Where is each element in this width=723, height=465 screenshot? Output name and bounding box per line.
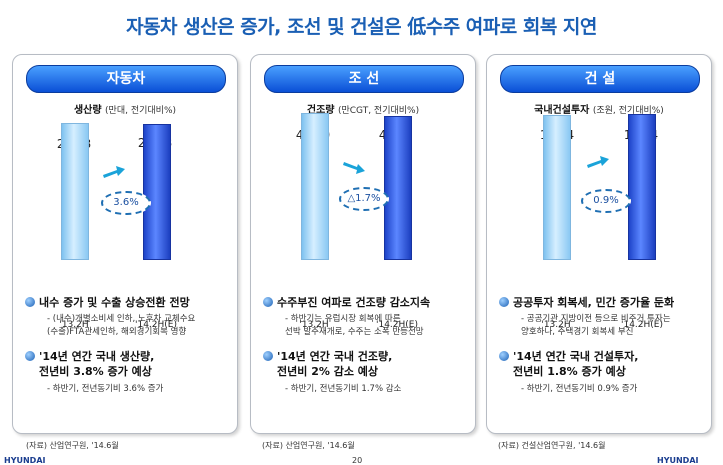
panel-construction: 건 설 국내건설투자 (조원, 전기대비%) 106.4 107.4 0.9% … [486,54,712,434]
bullet-sub-1b: (수출)FTA관세인하, 해외경기회복 영향 [47,327,187,337]
arrow-up-icon [103,166,125,178]
panel-header: 조 선 [264,65,464,93]
bar-2013 [301,113,329,260]
growth-badge: 0.9% [581,189,631,213]
bullet-heading-2: '14년 연간 국내 건조량, [263,349,471,364]
bullet-heading-2: '14년 연간 국내 건설투자, [499,349,707,364]
source-note-2: (자료) 산업연구원, '14.6월 [262,441,355,450]
metric-title: 생산량 (만대, 전기대비%) [73,105,177,116]
growth-badge: △1.7% [339,187,389,211]
panel-header: 건 설 [500,65,700,93]
bullet-heading-1: 내수 증가 및 수출 상승전환 전망 [25,295,233,310]
bullet-heading-2: '14년 연간 국내 생산량, [25,349,233,364]
bullet-icon [25,351,35,361]
x-label-1: '13.2H [299,320,329,330]
panel-shipbuilding: 조 선 건조량 (만CGT, 전기대비%) 450.0 442.2 △1.7% … [250,54,476,434]
bullet-sub-2: - 하반기, 전년동기비 1.7% 감소 [285,384,402,394]
bullet-sub-2: - 하반기, 전년동기비 0.9% 증가 [521,384,638,394]
arrow-up-icon [587,156,609,168]
hyundai-logo-right: HYUNDAI [657,456,699,465]
growth-badge: 3.6% [101,191,151,215]
bar-chart: 450.0 442.2 △1.7% '13.2H '14.2H(E) [251,113,475,330]
bullet-heading-2b: 전년비 2% 감소 예상 [277,365,379,378]
bullet-sub-1a: - (내수)개별소비세 인하, 노후차 교체수요 [47,314,196,324]
arrow-down-icon [343,162,365,174]
bar-chart: 223.8 231.8 3.6% '13.2H '14.2H(E) [13,115,237,330]
bullet-sub-1b: 양호하나, 주택경기 회복세 부진 [521,327,634,337]
bullet-list: 공공투자 회복세, 민간 증가율 둔화 - 공공기관 지방이전 등으로 비주거 … [499,295,707,396]
metric-title: 국내건설투자 (조원, 전기대비%) [534,105,664,116]
bullet-icon [263,351,273,361]
source-note-1: (자료) 산업연구원, '14.6월 [26,441,119,450]
bullet-icon [499,351,509,361]
bullet-sub-1a: - 하반기는 유럽시장 회복에 따른 [285,314,401,324]
panel-header: 자동차 [26,65,226,93]
page-number: 20 [352,456,363,465]
x-label-2: '14.2H(E) [376,320,418,330]
bullet-heading-1: 수주부진 여파로 건조량 감소지속 [263,295,471,310]
bar-2014 [143,124,171,260]
metric-title: 건조량 (만CGT, 전기대비%) [306,105,420,116]
bullet-heading-2b: 전년비 3.8% 증가 예상 [39,365,152,378]
bullet-icon [25,297,35,307]
hyundai-logo-left: HYUNDAI [4,456,46,465]
bullet-list: 수주부진 여파로 건조량 감소지속 - 하반기는 유럽시장 회복에 따른 선박 … [263,295,471,396]
bullet-sub-1a: - 공공기관 지방이전 등으로 비주거 투자는 [521,314,671,324]
bullet-list: 내수 증가 및 수출 상승전환 전망 - (내수)개별소비세 인하, 노후차 교… [25,295,233,396]
x-label-1: '13.2H [59,320,89,330]
bar-2014 [384,116,412,260]
bar-2013 [543,115,571,260]
source-note-3: (자료) 건설산업연구원, '14.6월 [498,441,606,450]
x-label-1: '13.2H [541,320,571,330]
bullet-icon [499,297,509,307]
bar-chart: 106.4 107.4 0.9% '13.2H '14.2H(E) [487,114,711,330]
bullet-sub-1b: 선박 발주재개로, 수주는 소폭 반등전망 [285,327,424,337]
x-label-2: '14.2H(E) [135,320,177,330]
panel-automobile: 자동차 생산량 (만대, 전기대비%) 223.8 231.8 3.6% '13… [12,54,238,434]
bullet-heading-1: 공공투자 회복세, 민간 증가율 둔화 [499,295,707,310]
bullet-icon [263,297,273,307]
x-label-2: '14.2H(E) [621,320,663,330]
page-title: 자동차 생산은 증가, 조선 및 건설은 低수주 여파로 회복 지연 [126,16,597,38]
bullet-heading-2b: 전년비 1.8% 증가 예상 [513,365,626,378]
bar-2014 [628,114,656,260]
bar-2013 [61,123,89,260]
bullet-sub-2: - 하반기, 전년동기비 3.6% 증가 [47,384,164,394]
